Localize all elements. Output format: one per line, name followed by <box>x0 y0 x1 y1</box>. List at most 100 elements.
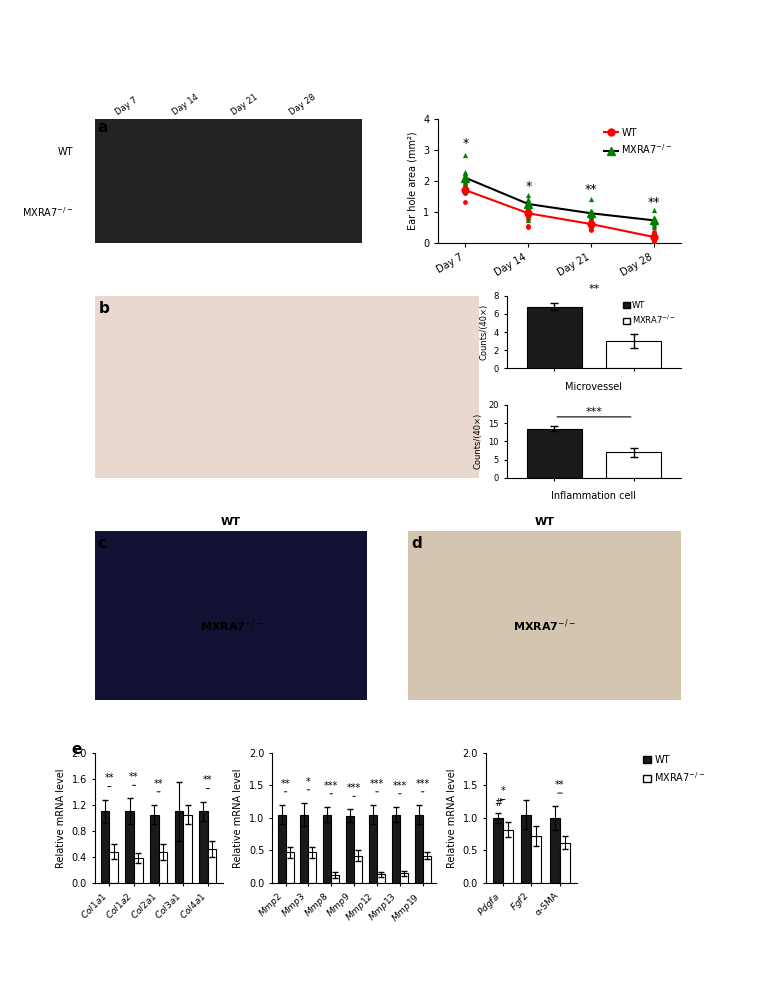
Point <box>459 170 472 186</box>
Text: **: ** <box>281 779 291 789</box>
Point <box>648 228 660 244</box>
Point <box>522 193 534 209</box>
Point <box>648 218 660 234</box>
Legend: WT, MXRA7$^{-/-}$: WT, MXRA7$^{-/-}$ <box>639 751 709 788</box>
Point <box>585 221 597 237</box>
Point <box>648 235 660 251</box>
X-axis label: Inflammation cell: Inflammation cell <box>552 491 637 501</box>
Point <box>522 211 534 227</box>
Text: MXRA7$^{-/-}$: MXRA7$^{-/-}$ <box>513 617 576 634</box>
Bar <box>354 855 362 883</box>
Bar <box>527 307 582 368</box>
Bar <box>126 811 134 883</box>
Point <box>522 186 534 202</box>
Bar <box>522 814 531 883</box>
Bar <box>346 815 354 883</box>
Bar <box>323 814 332 883</box>
Bar <box>332 875 339 883</box>
Point <box>522 196 534 212</box>
Point <box>459 184 472 199</box>
Point <box>459 164 472 180</box>
Bar <box>183 814 192 883</box>
Point <box>459 186 472 201</box>
Point <box>585 214 597 230</box>
Bar <box>208 849 217 883</box>
Text: e: e <box>72 742 82 757</box>
Point <box>648 233 660 249</box>
Y-axis label: Counts/(40×): Counts/(40×) <box>474 414 483 469</box>
Point <box>459 166 472 182</box>
Point <box>585 211 597 227</box>
Point <box>459 184 472 199</box>
Text: ***: *** <box>393 781 407 791</box>
Text: **: ** <box>104 774 114 784</box>
Text: b: b <box>98 301 109 316</box>
Bar <box>531 836 541 883</box>
Point <box>459 181 472 196</box>
Bar <box>369 814 377 883</box>
Text: ***: *** <box>324 781 338 791</box>
Point <box>585 214 597 230</box>
Bar <box>422 855 431 883</box>
Bar <box>285 852 294 883</box>
Point <box>585 205 597 221</box>
Bar <box>110 852 118 883</box>
Point <box>459 147 472 163</box>
Bar <box>159 852 167 883</box>
Bar <box>101 811 110 883</box>
Bar <box>606 452 662 478</box>
Point <box>585 205 597 221</box>
Text: Day 28: Day 28 <box>288 92 318 117</box>
Bar <box>175 811 183 883</box>
Point <box>522 212 534 228</box>
Point <box>522 197 534 213</box>
Text: **: ** <box>203 776 213 786</box>
Point <box>648 211 660 227</box>
Point <box>648 202 660 218</box>
Text: Day 7: Day 7 <box>114 95 139 117</box>
Text: MXRA7$^{-/-}$: MXRA7$^{-/-}$ <box>200 617 263 634</box>
Point <box>459 172 472 187</box>
Text: *: * <box>500 787 505 797</box>
Point <box>585 191 597 207</box>
Point <box>522 202 534 218</box>
Bar <box>503 829 513 883</box>
Point <box>585 219 597 235</box>
Point <box>585 217 597 233</box>
X-axis label: Microvessel: Microvessel <box>565 382 622 392</box>
Point <box>459 170 472 186</box>
Bar <box>392 814 400 883</box>
Text: Day 14: Day 14 <box>171 92 201 117</box>
Point <box>585 203 597 219</box>
Text: ***: *** <box>416 779 430 789</box>
Text: *: * <box>306 777 311 787</box>
Y-axis label: Ear hole area (mm²): Ear hole area (mm²) <box>407 132 418 230</box>
Point <box>459 167 472 183</box>
Text: **: ** <box>648 195 661 208</box>
Text: WT: WT <box>58 148 73 158</box>
Bar <box>150 814 159 883</box>
Point <box>522 217 534 233</box>
Text: ***: *** <box>370 779 384 789</box>
Text: c: c <box>98 536 106 551</box>
Point <box>648 210 660 226</box>
Text: **: ** <box>555 780 565 790</box>
Point <box>585 213 597 229</box>
Bar <box>560 842 570 883</box>
Y-axis label: Relative mRNA level: Relative mRNA level <box>447 768 457 868</box>
Bar <box>550 817 560 883</box>
Text: #: # <box>494 799 502 808</box>
Bar <box>606 341 662 368</box>
Y-axis label: Relative mRNA level: Relative mRNA level <box>233 768 243 868</box>
Text: WT: WT <box>535 517 555 528</box>
Point <box>648 212 660 228</box>
Bar <box>415 814 422 883</box>
Bar <box>527 429 582 478</box>
Text: **: ** <box>588 284 600 294</box>
Point <box>648 224 660 240</box>
Point <box>585 208 597 224</box>
Bar <box>308 852 316 883</box>
Text: Day 21: Day 21 <box>229 92 259 117</box>
Text: **: ** <box>585 184 597 196</box>
Text: ***: *** <box>586 407 603 417</box>
